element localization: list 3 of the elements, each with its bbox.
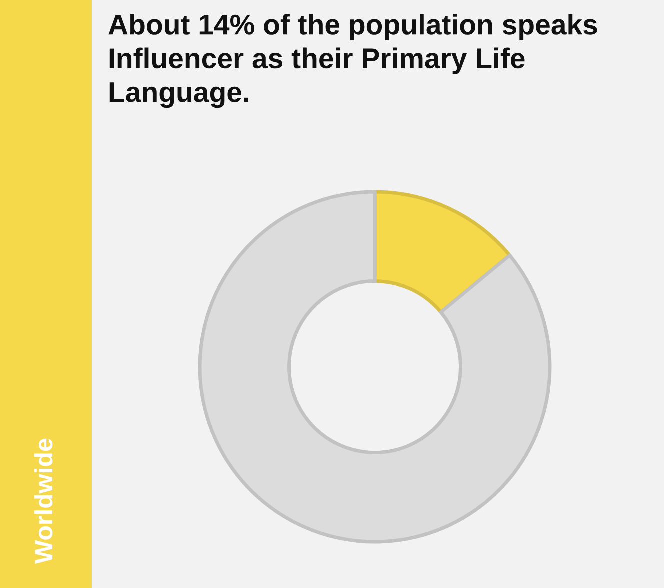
chart-title: About 14% of the population speaks Influencer as their Primary Life Language.: [108, 14, 598, 108]
donut-slice: [198, 190, 552, 544]
text: Worldwide: [34, 438, 53, 564]
